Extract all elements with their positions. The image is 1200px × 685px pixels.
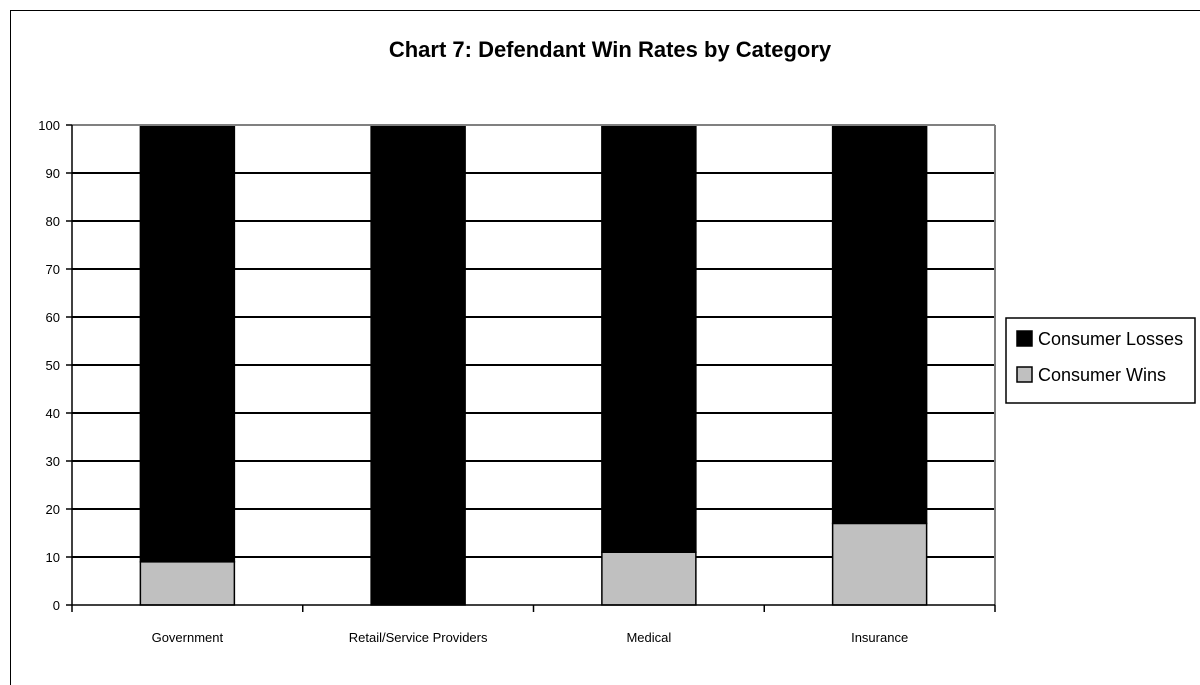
bar-consumer-wins (601, 551, 697, 606)
y-tick-label: 40 (46, 406, 60, 421)
y-tick-label: 100 (38, 118, 60, 133)
legend-box (1005, 317, 1196, 404)
legend-label: Consumer Wins (1038, 365, 1166, 385)
axes: 0 10 20 30 40 50 60 70 80 90 100 Government Retail/S… (38, 118, 996, 645)
legend-swatch (1016, 366, 1033, 383)
bar-consumer-losses (139, 124, 236, 563)
x-tick-label: Medical (626, 630, 671, 645)
y-tick-label: 10 (46, 550, 60, 565)
y-tick-label: 0 (53, 598, 60, 613)
y-tick-label: 90 (46, 166, 60, 181)
y-tick-label: 60 (46, 310, 60, 325)
y-tick-label: 80 (46, 214, 60, 229)
y-tick-label: 20 (46, 502, 60, 517)
bar-consumer-losses (370, 124, 466, 606)
chart-title: Chart 7: Defendant Win Rates by Category (389, 37, 832, 62)
legend: Consumer Losses Consumer Wins (1005, 317, 1196, 404)
bar-consumer-losses (601, 124, 697, 553)
bar-consumer-losses (831, 124, 928, 525)
bars (139, 124, 928, 606)
chart-frame (10, 10, 1200, 685)
bar-consumer-wins (139, 561, 236, 606)
legend-label: Consumer Losses (1038, 329, 1183, 349)
legend-swatch (1016, 330, 1033, 347)
x-tick-label: Government (152, 630, 224, 645)
y-tick-label: 50 (46, 358, 60, 373)
y-tick-label: 30 (46, 454, 60, 469)
y-tick-label: 70 (46, 262, 60, 277)
x-tick-label: Retail/Service Providers (349, 630, 488, 645)
bar-consumer-wins (831, 522, 928, 606)
x-tick-label: Insurance (851, 630, 908, 645)
